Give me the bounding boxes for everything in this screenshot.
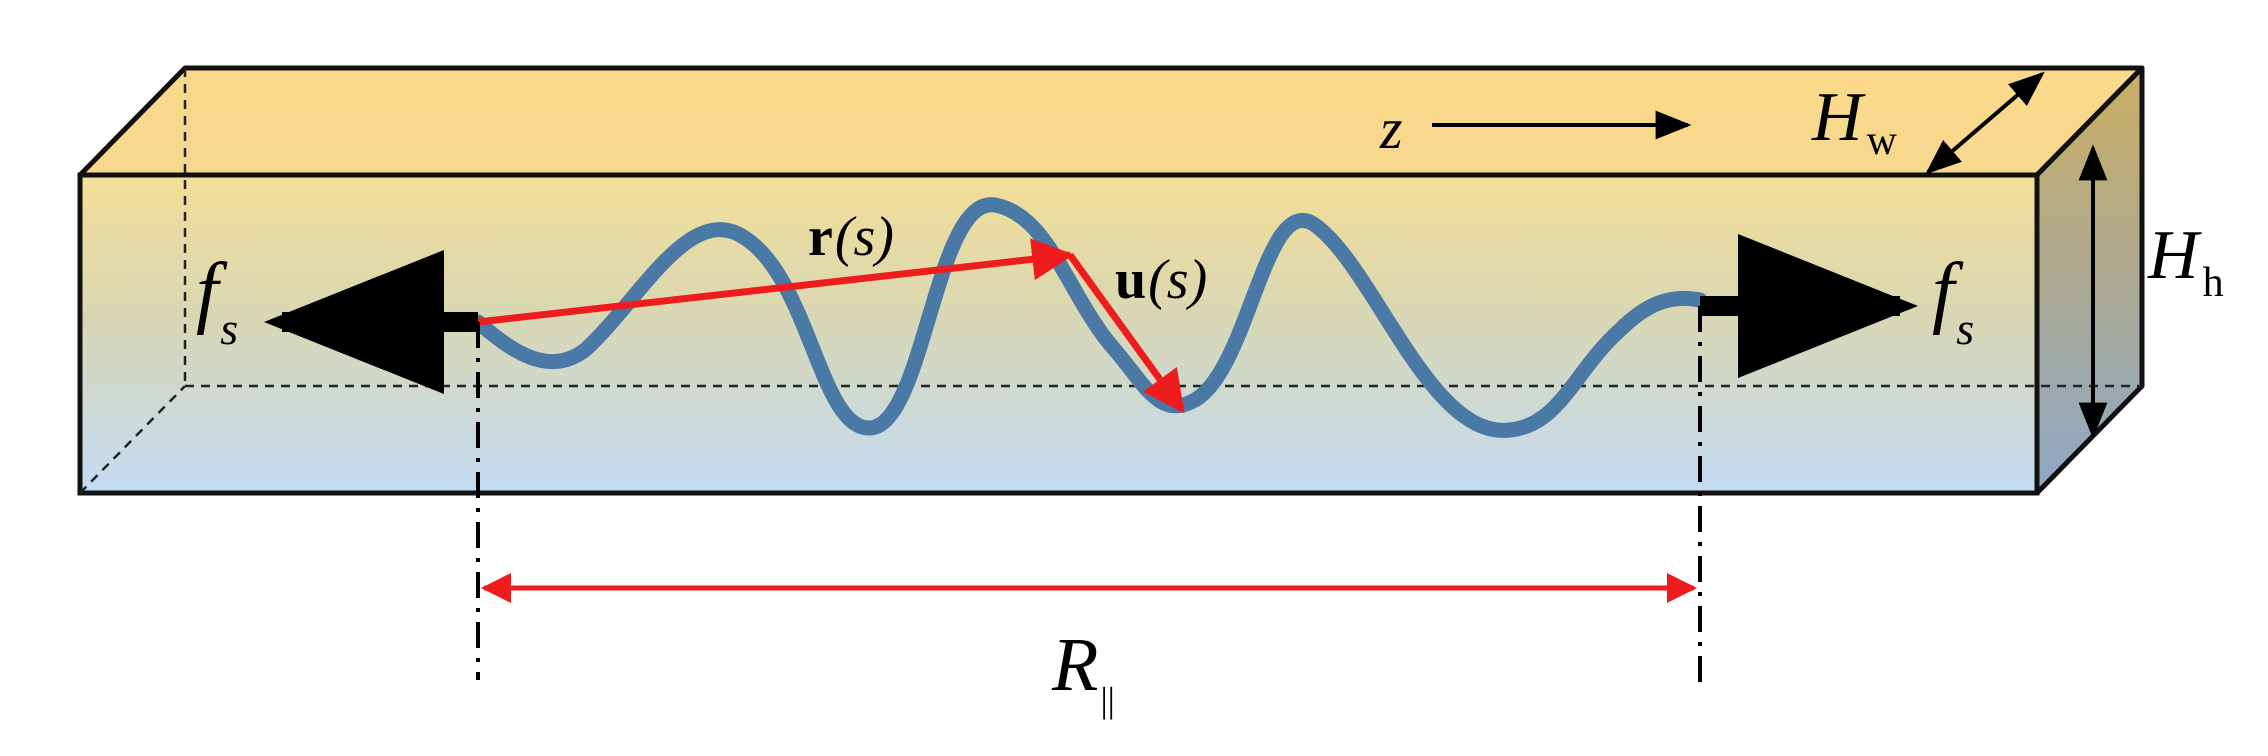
r-vector-arrow xyxy=(477,238,1075,326)
r-parallel-label: R|| xyxy=(1051,623,1115,720)
u-vector-arrow xyxy=(1067,252,1185,414)
hw-label: Hw xyxy=(1811,79,1898,164)
hh-label: Hh xyxy=(2147,217,2224,306)
u-vector-label: u(s) xyxy=(1115,249,1207,311)
hw-dimension-arrow xyxy=(1925,71,2045,175)
r-vector-label: r(s) xyxy=(808,206,894,268)
z-axis-label: z xyxy=(1379,96,1403,161)
polymer-chain xyxy=(470,197,1708,438)
box-front-face xyxy=(77,172,2040,496)
